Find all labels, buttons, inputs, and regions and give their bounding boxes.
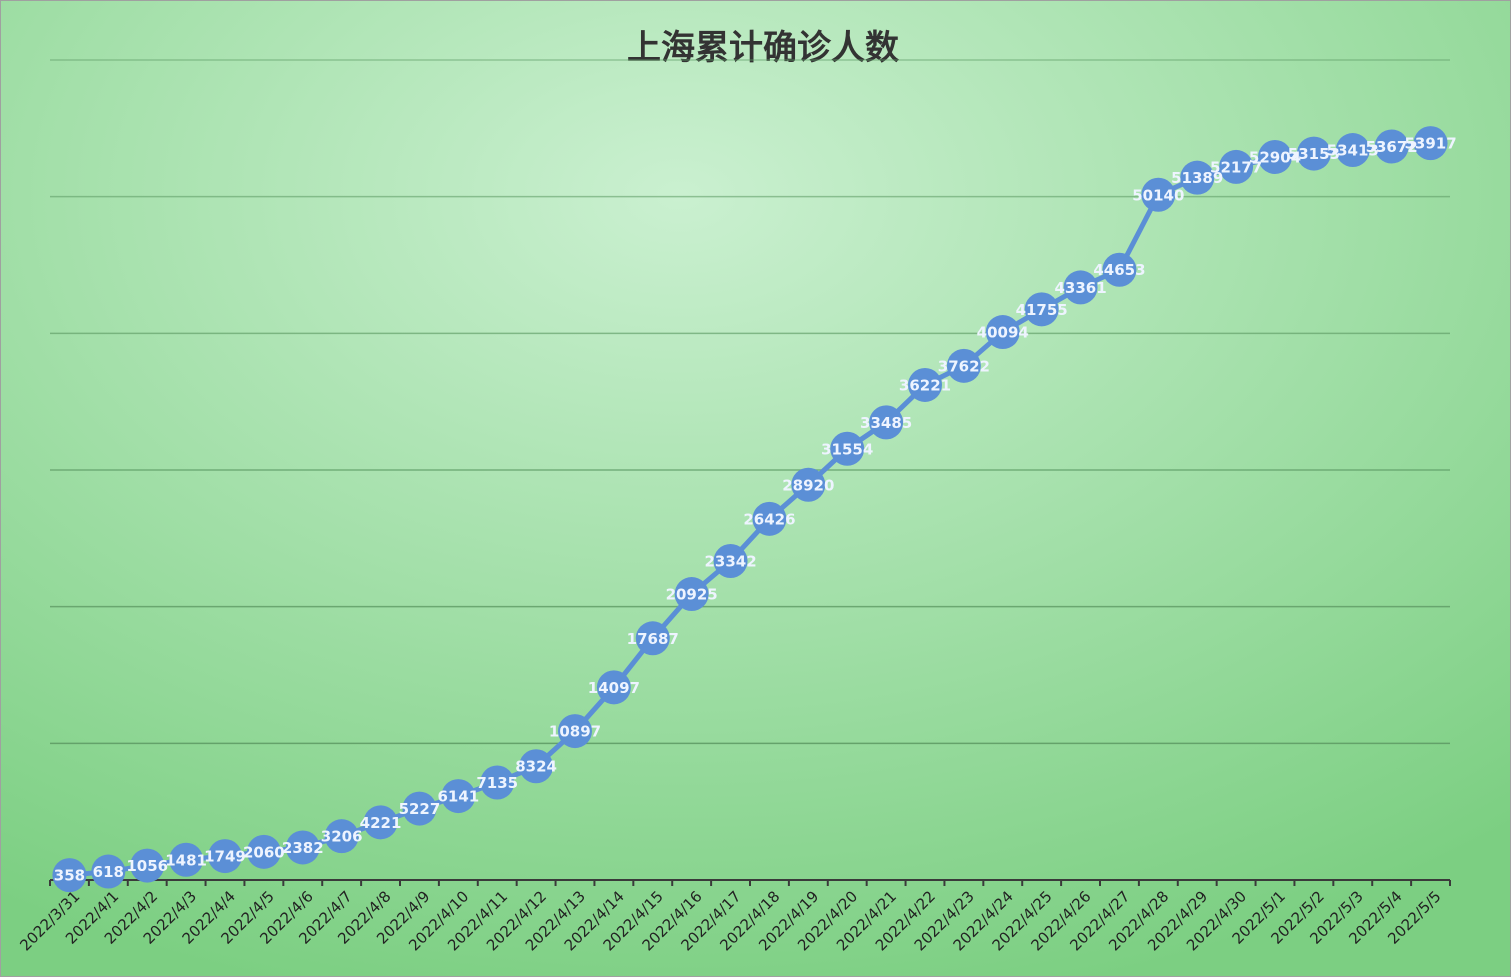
data-label: 3206 [321,828,363,846]
marker [791,467,826,502]
data-label: 1749 [204,848,246,866]
data-label: 44653 [1093,261,1145,279]
data-label: 33485 [860,414,912,432]
data-label: 358 [54,867,85,885]
data-label: 31554 [821,440,873,458]
marker [1296,136,1331,171]
data-label: 20925 [666,586,718,604]
data-label: 28920 [782,476,834,494]
marker [402,791,437,826]
chart-title: 上海累计确诊人数 [627,28,899,68]
data-label: 51389 [1171,169,1223,187]
marker [1335,133,1370,168]
marker [1258,139,1292,174]
data-label: 2382 [282,839,324,857]
marker [1374,129,1409,164]
data-label: 23342 [704,552,756,570]
marker [596,670,631,705]
marker [713,543,748,578]
marker [674,577,709,612]
data-label: 50140 [1132,186,1184,204]
data-label: 53153 [1288,145,1340,163]
data-label: 2060 [243,843,285,861]
marker [1141,177,1176,212]
marker [1024,292,1059,327]
data-label: 40094 [977,324,1029,342]
marker [208,839,242,874]
marker [558,714,592,749]
marker [91,854,126,889]
marker [1413,126,1448,161]
marker [285,830,320,865]
data-label: 8324 [515,758,557,776]
data-label: 1481 [165,851,207,869]
data-label: 17687 [627,630,679,648]
data-label: 53413 [1327,142,1379,160]
marker [830,431,865,466]
marker [908,367,942,402]
marker [1102,252,1137,287]
marker [441,779,476,814]
data-label: 618 [93,863,124,881]
data-label: 26426 [743,510,795,528]
data-label: 37622 [938,357,990,375]
marker [946,348,981,383]
data-label: 5227 [399,800,441,818]
marker [169,842,204,877]
data-label: 1056 [126,857,168,875]
data-label: 52904 [1249,148,1301,166]
data-label: 53917 [1404,135,1456,153]
marker [246,834,281,869]
marker [635,621,670,656]
marker [130,848,165,883]
marker [985,315,1020,350]
marker [52,858,87,893]
marker [752,501,787,536]
marker [324,819,359,854]
data-label: 43361 [1054,279,1106,297]
marker [1063,270,1098,305]
data-label: 52177 [1210,158,1262,176]
data-label: 53672 [1366,138,1418,156]
data-label: 36221 [899,376,951,394]
marker [869,405,904,440]
data-label: 6141 [437,788,479,806]
data-label: 41755 [1016,301,1068,319]
data-label: 4221 [360,814,402,832]
marker [519,749,554,784]
marker [1180,160,1215,195]
marker [1219,149,1254,184]
marker [363,805,398,840]
marker [480,765,515,800]
data-label: 7135 [476,774,518,792]
data-label: 14097 [588,679,640,697]
data-label: 10897 [549,723,601,741]
